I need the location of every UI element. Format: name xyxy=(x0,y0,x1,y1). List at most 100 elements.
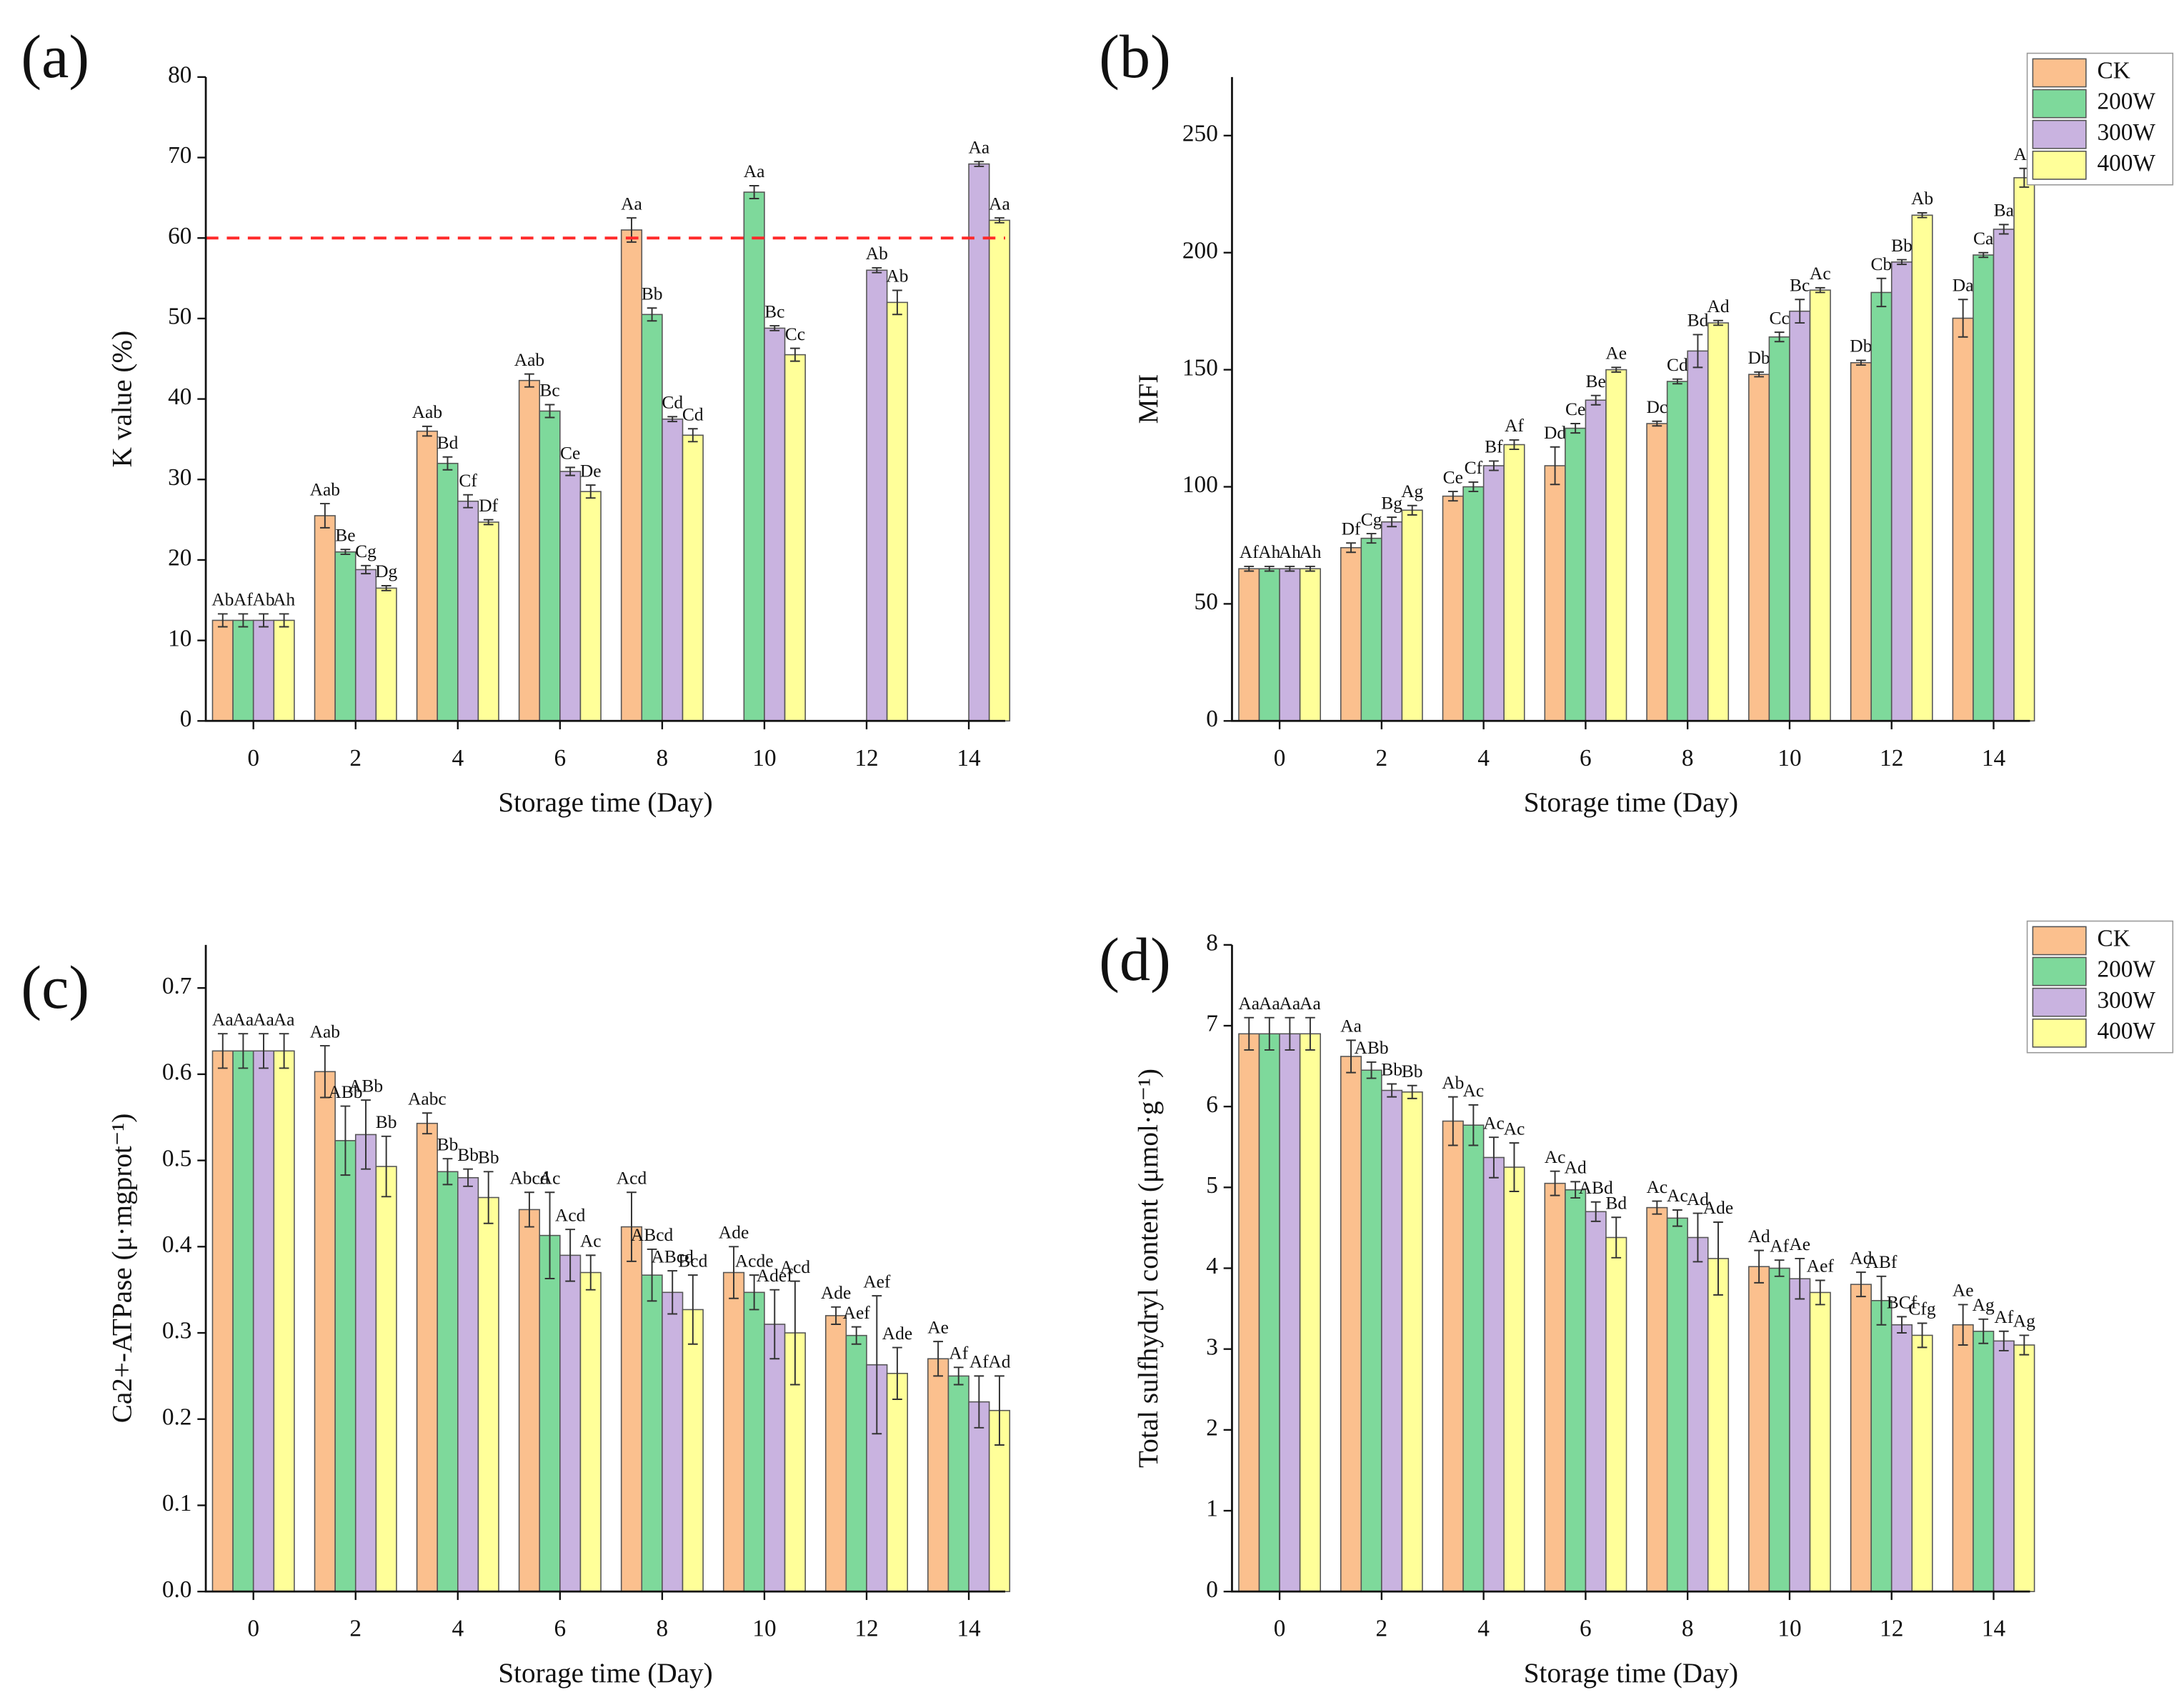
error-bar xyxy=(1570,423,1580,434)
error-bar xyxy=(1672,1209,1682,1227)
significance-label: Bd xyxy=(1687,310,1709,331)
bar xyxy=(1381,1089,1403,1592)
error-bar xyxy=(872,266,882,274)
significance-label: Aa xyxy=(1280,993,1301,1014)
error-bar xyxy=(1407,504,1417,516)
bar xyxy=(866,269,888,722)
significance-label: Bf xyxy=(1485,436,1503,457)
significance-label: Bcd xyxy=(678,1250,707,1271)
error-bar xyxy=(1264,565,1275,572)
y-tick-label: 6 xyxy=(1206,1091,1218,1118)
bar xyxy=(1401,509,1423,722)
significance-label: Ac xyxy=(1504,1118,1525,1139)
bar xyxy=(1666,1217,1688,1592)
bar xyxy=(1462,486,1485,722)
error-bar xyxy=(463,1168,473,1187)
y-tick-label: 250 xyxy=(1182,120,1218,146)
y-tick-label: 0.6 xyxy=(162,1059,192,1086)
x-tick-label: 2 xyxy=(1376,1616,1388,1642)
bar xyxy=(1768,1267,1790,1592)
bar xyxy=(620,1226,643,1592)
error-bar xyxy=(1509,439,1520,451)
error-bar xyxy=(1897,1316,1907,1334)
significance-label: Ad xyxy=(1748,1226,1770,1246)
x-tick-label: 6 xyxy=(554,745,567,771)
significance-label: Ade xyxy=(821,1282,851,1303)
significance-label: Ab xyxy=(1911,188,1933,209)
significance-label: Ce xyxy=(1565,399,1585,419)
significance-label: ABb xyxy=(1355,1037,1389,1058)
y-tick-label: 1 xyxy=(1206,1496,1218,1522)
significance-label: Ae xyxy=(1953,1280,1974,1301)
x-axis-label: Storage time (Day) xyxy=(1524,1658,1738,1689)
bar xyxy=(2013,1344,2035,1592)
significance-label: Ba xyxy=(1994,200,2014,221)
error-bar xyxy=(1856,359,1866,366)
y-tick-label: 3 xyxy=(1206,1334,1218,1360)
significance-label: Ah xyxy=(273,589,295,610)
error-bar xyxy=(1489,1136,1499,1179)
legend-label: CK xyxy=(2098,926,2130,952)
bar xyxy=(682,1309,704,1592)
x-tick-label: 6 xyxy=(1580,1616,1592,1642)
bar xyxy=(1687,1236,1709,1592)
error-bar xyxy=(1407,1084,1417,1099)
error-bar xyxy=(769,325,780,331)
error-bar xyxy=(790,347,800,362)
significance-label: Aab xyxy=(310,1021,340,1041)
bar xyxy=(743,191,765,722)
significance-label: Aa xyxy=(621,193,642,214)
error-bar xyxy=(442,1158,453,1186)
bar xyxy=(968,163,990,722)
bar xyxy=(988,219,1011,722)
error-bar xyxy=(1550,1170,1560,1196)
x-tick-label: 0 xyxy=(1274,745,1286,771)
bar xyxy=(1890,1324,1913,1592)
error-bar xyxy=(585,484,596,499)
x-tick-label: 14 xyxy=(1982,745,2006,771)
x-tick-label: 12 xyxy=(854,1616,878,1642)
error-bar xyxy=(994,217,1004,224)
error-bar xyxy=(1917,1322,1928,1349)
y-tick-label: 200 xyxy=(1182,237,1218,264)
significance-label: Af xyxy=(1770,1235,1789,1256)
y-tick-label: 30 xyxy=(168,464,191,491)
bar xyxy=(2013,177,2035,722)
significance-label: ABd xyxy=(1579,1177,1613,1198)
bar xyxy=(824,1315,847,1592)
error-bar xyxy=(1285,1016,1295,1051)
error-bar xyxy=(1489,460,1499,471)
x-tick-label: 0 xyxy=(247,745,259,771)
significance-label: Ac xyxy=(1667,1185,1688,1206)
bar xyxy=(620,229,643,722)
bar xyxy=(1993,1340,2015,1592)
x-tick-label: 6 xyxy=(1580,745,1592,771)
y-tick-label: 0.2 xyxy=(162,1404,192,1430)
x-tick-label: 14 xyxy=(1982,1616,2006,1642)
error-bar xyxy=(1387,516,1397,528)
significance-label: Aa xyxy=(253,1009,274,1029)
significance-label: Bb xyxy=(478,1147,499,1168)
error-bar xyxy=(238,613,249,628)
error-bar xyxy=(667,1270,678,1315)
error-bar xyxy=(319,503,330,529)
error-bar xyxy=(892,1346,902,1400)
bar xyxy=(1850,1284,1872,1592)
error-bar xyxy=(2019,1334,2030,1356)
significance-label: ABb xyxy=(349,1075,383,1096)
bar xyxy=(211,619,234,722)
significance-label: Aab xyxy=(310,479,340,499)
bar xyxy=(1707,322,1730,722)
error-bar xyxy=(1244,1016,1255,1051)
significance-label: Be xyxy=(335,524,355,545)
error-bar xyxy=(1774,331,1785,343)
error-bar xyxy=(1998,1330,2009,1351)
x-tick-label: 12 xyxy=(1880,745,1903,771)
significance-label: Ab xyxy=(866,243,888,264)
legend-label: 300W xyxy=(2098,987,2156,1014)
error-bar xyxy=(1958,299,1968,338)
bar xyxy=(416,1122,438,1592)
y-tick-label: 100 xyxy=(1182,471,1218,498)
y-tick-label: 150 xyxy=(1182,354,1218,381)
